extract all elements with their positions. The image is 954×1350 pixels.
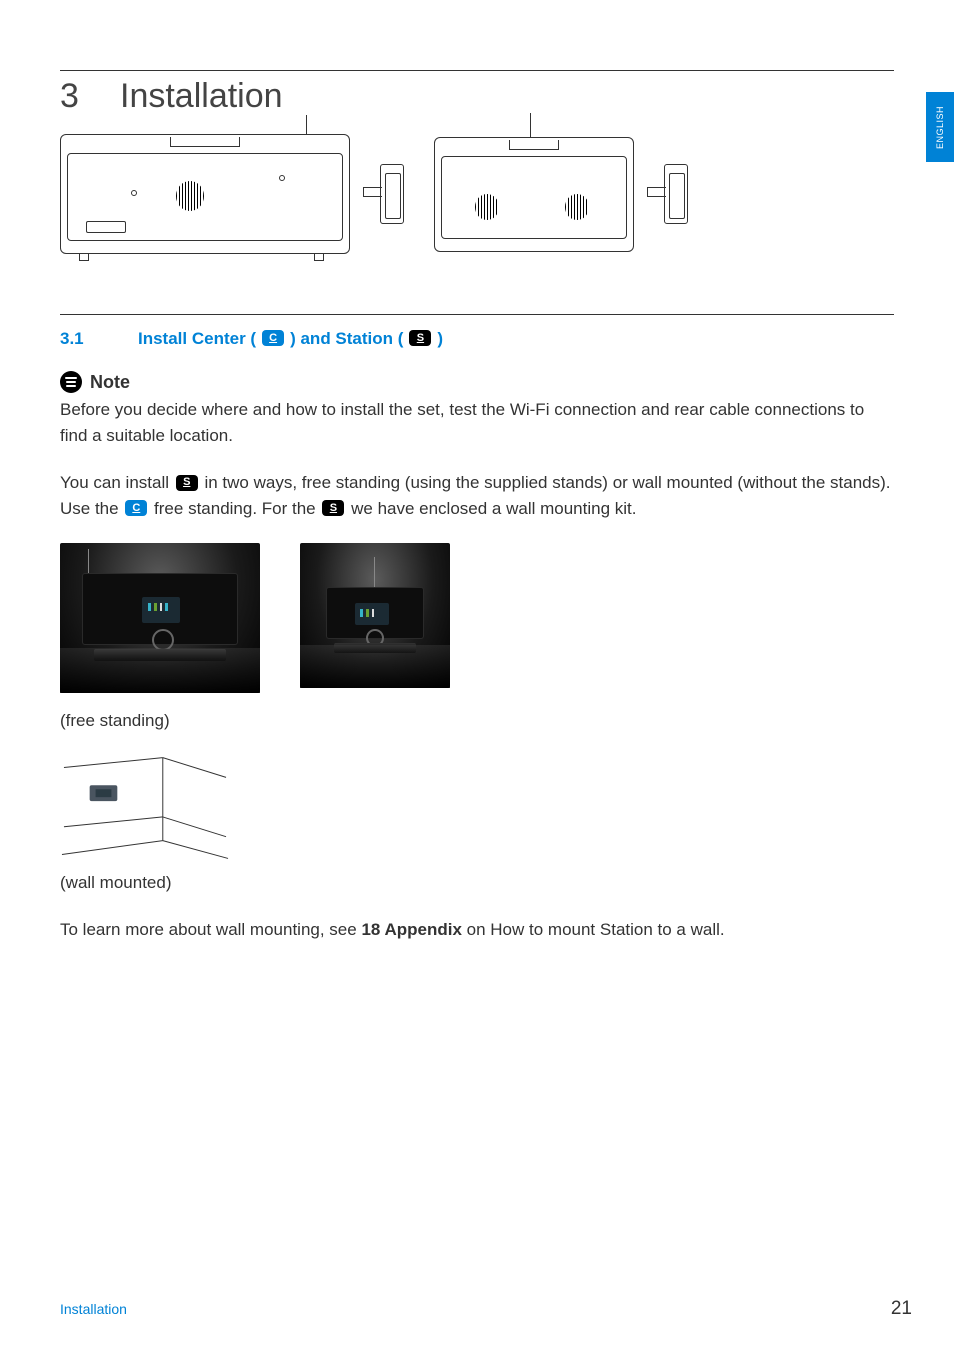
appendix-ref: 18 Appendix [361, 920, 461, 939]
section-number: 3.1 [60, 329, 132, 349]
note-icon [60, 371, 82, 393]
chapter-heading: 3Installation [60, 77, 894, 116]
screen-ui [360, 609, 374, 617]
top-notch [509, 140, 559, 150]
speaker-graphic [565, 194, 589, 220]
product-photo-row [60, 543, 894, 693]
text: we have enclosed a wall mounting kit. [351, 499, 636, 518]
stand-diagram [664, 164, 688, 224]
section-heading: 3.1 Install Center ( C ) and Station ( S… [60, 329, 894, 349]
station-badge-icon: S [409, 330, 431, 346]
port-dot [279, 175, 285, 181]
center-badge-icon: C [262, 330, 284, 346]
reflection [300, 645, 450, 689]
inner-frame [441, 156, 627, 239]
section-title-p1: Install Center ( [138, 329, 256, 349]
chapter-number: 3 [60, 77, 120, 116]
port-dot [131, 190, 137, 196]
section-title-p3: ) [437, 329, 443, 349]
speaker-graphic [176, 181, 204, 211]
caption-wall-mounted: (wall mounted) [60, 873, 894, 893]
wall-sketch-svg [60, 755, 230, 865]
text: To learn more about wall mounting, see [60, 920, 361, 939]
foot [79, 253, 89, 261]
section-rule [60, 314, 894, 315]
reflection [60, 648, 260, 693]
page-footer: Installation 21 [60, 1298, 912, 1320]
station-product-photo [300, 543, 450, 688]
section-title-p2: ) and Station ( [290, 329, 403, 349]
note-label: Note [90, 372, 130, 393]
install-paragraph: You can install S in two ways, free stan… [60, 470, 894, 521]
top-notch [170, 137, 240, 147]
caption-free-standing: (free standing) [60, 711, 894, 731]
screen-ui [148, 603, 168, 611]
page-number: 21 [891, 1298, 912, 1320]
card-slot [86, 221, 126, 233]
learn-more-paragraph: To learn more about wall mounting, see 1… [60, 917, 894, 943]
footer-section-name: Installation [60, 1301, 127, 1317]
speaker-graphic [475, 194, 499, 220]
antenna-line [306, 115, 307, 135]
chapter-title: Installation [120, 77, 283, 115]
note-row: Note [60, 371, 894, 393]
note-text: Before you decide where and how to insta… [60, 397, 894, 448]
text: on How to mount Station to a wall. [467, 920, 725, 939]
text: You can install [60, 473, 174, 492]
antenna-line [530, 113, 531, 138]
antenna [374, 557, 375, 587]
center-product-photo [60, 543, 260, 693]
text: free standing. For the [154, 499, 320, 518]
wall-mount-sketch [60, 755, 230, 865]
center-badge-icon: C [125, 500, 147, 516]
center-line-diagram [60, 134, 350, 254]
foot [314, 253, 324, 261]
antenna [88, 549, 89, 575]
top-rule [60, 70, 894, 71]
station-badge-icon: S [322, 500, 344, 516]
diagram-row [60, 134, 894, 254]
stand-diagram [380, 164, 404, 224]
station-line-diagram [434, 137, 634, 252]
page-content: 3Installation 3.1 Install Center ( C ) [0, 0, 954, 1350]
station-badge-icon: S [176, 475, 198, 491]
